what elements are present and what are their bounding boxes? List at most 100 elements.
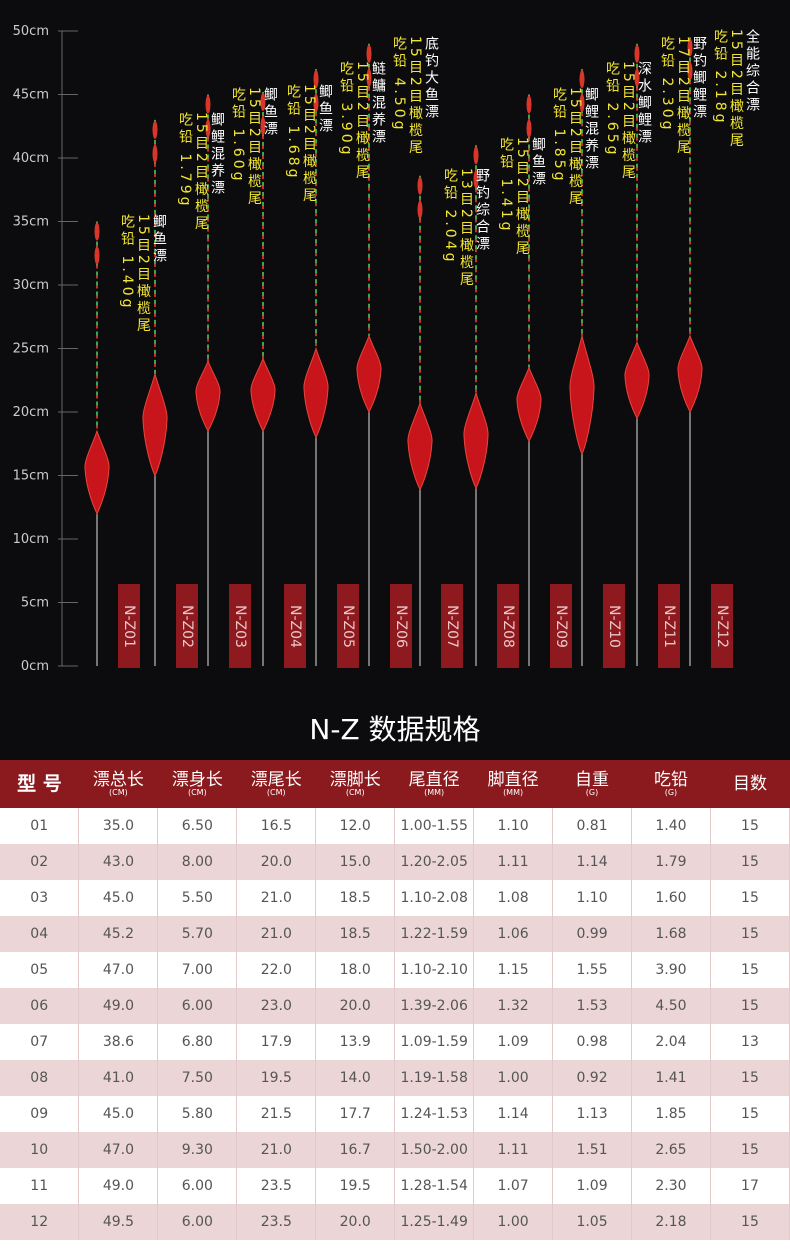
header-label: 漂尾长 bbox=[250, 769, 302, 790]
table-row: 10 47.0 9.30 21.0 16.7 1.50-2.00 1.11 1.51 2.65 1… bbox=[0, 1132, 790, 1168]
table-cell: 23.5 bbox=[236, 1168, 317, 1204]
tick-label: 10cm bbox=[13, 532, 49, 547]
table-cell: 1.00 bbox=[473, 1204, 554, 1240]
header-cell: 漂总长 (CM) bbox=[78, 760, 158, 808]
table-cell: 1.14 bbox=[552, 844, 632, 880]
table-cell: 15 bbox=[710, 988, 790, 1024]
table-cell: 15 bbox=[710, 808, 790, 844]
table-cell: 38.6 bbox=[78, 1024, 159, 1060]
table-cell: 15 bbox=[710, 916, 790, 952]
tail-bead bbox=[313, 94, 319, 113]
tail-bead bbox=[526, 119, 532, 138]
header-cell: 脚直径 (MM) bbox=[473, 760, 553, 808]
header-cell: 漂身长 (CM) bbox=[157, 760, 237, 808]
tail-bead bbox=[687, 62, 693, 81]
header-cell: 漂尾长 (CM) bbox=[236, 760, 316, 808]
float-spec: 15目2目橄榄尾 bbox=[728, 29, 744, 151]
table-cell: 2.65 bbox=[631, 1132, 711, 1168]
table-cell: 2.04 bbox=[631, 1024, 711, 1060]
table-cell: 23.5 bbox=[236, 1204, 317, 1240]
float-lead: 吃铅 2.30g bbox=[659, 35, 675, 133]
table-cell: 09 bbox=[0, 1096, 80, 1132]
tail-bead bbox=[260, 116, 266, 135]
tail-bead bbox=[579, 94, 585, 113]
table-cell: 1.00 bbox=[473, 1060, 554, 1096]
table-cell: 0.99 bbox=[552, 916, 632, 952]
table-cell: 21.5 bbox=[236, 1096, 317, 1132]
float-label: 全能综合漂 15目2目橄榄尾 吃铅 2.18g bbox=[712, 29, 760, 164]
table-cell: 6.00 bbox=[157, 1168, 238, 1204]
table-cell: 08 bbox=[0, 1060, 80, 1096]
table-cell: 15 bbox=[710, 844, 790, 880]
float-label: 鲫鱼漂 15目2目橄榄尾 吃铅 1.68g bbox=[285, 84, 333, 219]
float-name: 鲫鲤混养漂 bbox=[583, 86, 599, 172]
spec-table: 型 号漂总长 (CM) 漂身长 (CM) 漂尾长 (CM) 漂脚长 (CM) 尾直径 (MM) 脚直… bbox=[0, 760, 790, 1240]
header-cell: 尾直径 (MM) bbox=[394, 760, 474, 808]
header-unit: (G) bbox=[664, 787, 678, 797]
float-body bbox=[624, 340, 650, 420]
table-row: 04 45.2 5.70 21.0 18.5 1.22-1.59 1.06 0.99 1.68 1… bbox=[0, 916, 790, 952]
float-name: 鲫鱼漂 bbox=[151, 213, 167, 265]
float-lead: 吃铅 1.60g bbox=[230, 86, 246, 184]
header-unit: (CM) bbox=[187, 787, 207, 797]
table-cell: 18.5 bbox=[315, 916, 396, 952]
table-cell: 4.50 bbox=[631, 988, 711, 1024]
header-unit: (MM) bbox=[503, 787, 524, 797]
header-unit: (CM) bbox=[266, 787, 286, 797]
table-cell: 15 bbox=[710, 1132, 790, 1168]
float-lead: 吃铅 1.68g bbox=[285, 83, 301, 181]
header-cell: 漂脚长 (CM) bbox=[315, 760, 395, 808]
float-body bbox=[407, 401, 433, 491]
table-cell: 47.0 bbox=[78, 1132, 159, 1168]
float-label: 鲫鲤混养漂 15目2目橄榄尾 吃铅 1.79g bbox=[177, 112, 225, 247]
tail-bead bbox=[94, 222, 100, 241]
header-label: 漂总长 bbox=[92, 769, 144, 790]
float-lead: 吃铅 1.79g bbox=[177, 111, 193, 209]
table-cell: 41.0 bbox=[78, 1060, 159, 1096]
model-box: N-Z05 bbox=[337, 584, 359, 668]
tick-label: 35cm bbox=[13, 215, 49, 230]
header-unit: (CM) bbox=[109, 787, 128, 797]
table-cell: 1.60 bbox=[631, 880, 711, 916]
float-body bbox=[250, 357, 276, 433]
table-cell: 17 bbox=[710, 1168, 790, 1204]
header-label: 漂脚长 bbox=[329, 769, 381, 790]
tick-label: 50cm bbox=[13, 24, 49, 39]
model-box: N-Z09 bbox=[550, 584, 572, 668]
float-body bbox=[516, 366, 542, 443]
table-row: 03 45.0 5.50 21.0 18.5 1.10-2.08 1.08 1.10 1.60 1… bbox=[0, 880, 790, 916]
table-cell: 1.40 bbox=[631, 808, 711, 844]
tail-bead bbox=[205, 119, 211, 138]
table-cell: 1.13 bbox=[552, 1096, 632, 1132]
float-spec: 15目2目橄榄尾 bbox=[354, 61, 370, 182]
tail-bead bbox=[152, 120, 158, 139]
float-spec: 15目2目橄榄尾 bbox=[193, 111, 209, 233]
float-lead: 吃铅 1.40g bbox=[119, 213, 135, 311]
tail-bead bbox=[366, 68, 372, 87]
table-cell: 45.0 bbox=[78, 1096, 159, 1132]
tail-bead bbox=[313, 70, 319, 89]
table-cell: 22.0 bbox=[236, 952, 317, 988]
table-cell: 14.0 bbox=[315, 1060, 396, 1096]
table-cell: 1.39-2.06 bbox=[394, 988, 475, 1024]
table-cell: 12 bbox=[0, 1204, 80, 1240]
table-cell: 1.32 bbox=[473, 988, 554, 1024]
float-label: 鲫鱼漂 15目2目橄榄尾 吃铅 1.60g bbox=[230, 87, 278, 222]
float-label: 鲫鱼漂 15目2目橄榄尾 吃铅 1.40g bbox=[119, 214, 167, 349]
table-cell: 5.50 bbox=[157, 880, 238, 916]
table-cell: 6.50 bbox=[157, 808, 238, 844]
model-box: N-Z04 bbox=[284, 584, 306, 668]
table-cell: 21.0 bbox=[236, 880, 317, 916]
table-cell: 1.05 bbox=[552, 1204, 632, 1240]
float-name: 深水鲫鲤漂 bbox=[636, 61, 652, 147]
table-cell: 1.00-1.55 bbox=[394, 808, 475, 844]
float-body bbox=[142, 371, 168, 477]
table-cell: 1.10-2.10 bbox=[394, 952, 475, 988]
table-row: 08 41.0 7.50 19.5 14.0 1.19-1.58 1.00 0.92 1.41 1… bbox=[0, 1060, 790, 1096]
table-cell: 18.5 bbox=[315, 880, 396, 916]
header-label: 脚直径 bbox=[487, 769, 539, 790]
header-unit: (MM) bbox=[424, 787, 445, 797]
float-lead: 吃铅 1.41g bbox=[498, 137, 514, 234]
float-name: 野钓鲫鲤漂 bbox=[691, 35, 707, 121]
table-cell: 15.0 bbox=[315, 844, 396, 880]
